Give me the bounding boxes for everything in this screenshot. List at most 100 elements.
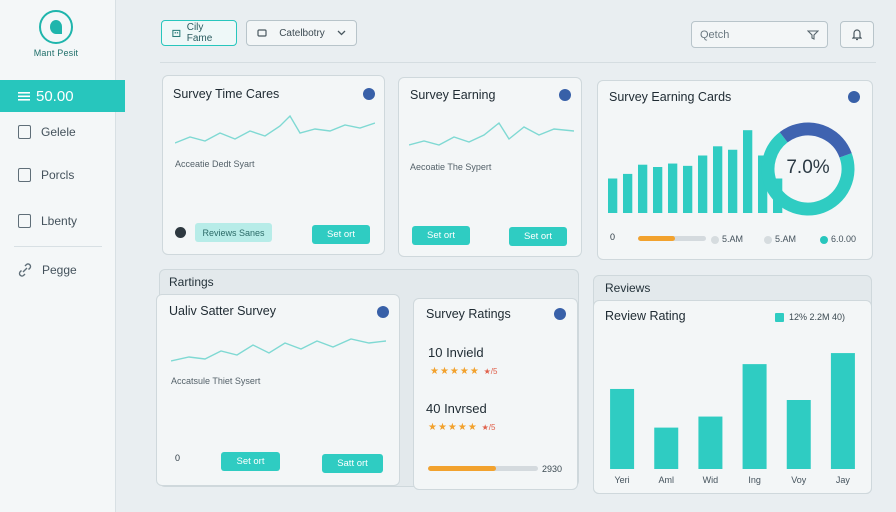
category-label: Catelbotry (279, 27, 325, 39)
card-caption: Acceatie Dedt Syart (175, 159, 255, 169)
chevron-down-icon (337, 30, 346, 36)
set-button[interactable]: Set ort (509, 227, 567, 246)
earning-bar (683, 165, 693, 213)
stars-suffix: ★/5 (483, 367, 498, 376)
set-button[interactable]: Satt ort (322, 454, 383, 473)
category-dropdown[interactable]: Catelbotry (246, 20, 357, 46)
set-button[interactable]: Set ort (221, 452, 280, 471)
sparkline-chart (175, 114, 375, 144)
sidebar-item-label: Pegge (42, 263, 77, 277)
card-title: Survey Earning (410, 88, 496, 102)
earning-donut-chart (761, 122, 855, 216)
sidebar-item-pegge[interactable]: Pegge (18, 263, 77, 277)
card-title: Review Rating (605, 309, 686, 323)
sparkline-chart (171, 338, 386, 362)
review-bar (610, 388, 635, 469)
rating-row-label: 10 Invield (428, 345, 484, 360)
sidebar-item-label: Lbenty (41, 214, 78, 228)
earning-progress (638, 236, 706, 241)
earning-bar (713, 146, 723, 213)
earning-bar (698, 155, 708, 213)
legend-first-value: 0 (610, 232, 616, 242)
legend-label: 6.0.00 (831, 234, 857, 244)
legend-label: 5.AM (722, 234, 744, 244)
menu-lines-icon (18, 92, 30, 101)
rating-row-label: 40 Invrsed (426, 401, 487, 416)
donut-label: 7.0% (786, 157, 830, 178)
review-bar-label: Yeri (614, 475, 629, 485)
sparkline-chart (409, 121, 574, 146)
earning-progress-fill (638, 236, 676, 241)
city-filter-label: Cily Fame (186, 22, 213, 44)
review-bar-chart: Yeri Aml Wid Ing Voy Jay (610, 353, 855, 485)
stars-value: ★★★★★ (430, 366, 480, 377)
clipboard-icon (18, 125, 31, 139)
card-title: Survey Time Cares (173, 87, 280, 101)
earning-bar (653, 167, 663, 213)
review-bar-label: Voy (791, 475, 807, 485)
earning-bar (743, 130, 753, 213)
info-icon[interactable] (377, 306, 389, 318)
logo-name: Mant Pesit (33, 48, 79, 58)
sidebar: Mant Pesit 50.00 Gelele Porcls Lbenty Pe… (0, 0, 125, 512)
survey-ratings-card: Survey Ratings 10 Invield ★★★★★ ★/5 40 I… (413, 298, 578, 490)
earning-bar (728, 149, 738, 213)
header-divider (160, 62, 876, 63)
earning-bar (638, 164, 648, 213)
legend-dot (711, 236, 719, 244)
sidebar-divider (14, 246, 102, 247)
info-icon[interactable] (363, 88, 375, 100)
sidebar-item-lbenty[interactable]: Lbenty (18, 214, 77, 228)
legend-dot (820, 236, 828, 244)
card-title: Ualiv Satter Survey (169, 304, 276, 318)
filter-icon[interactable] (807, 29, 819, 40)
notifications-button[interactable] (840, 21, 874, 48)
review-bar (742, 364, 767, 469)
document-icon (18, 214, 31, 228)
stars-value: ★★★★★ (428, 422, 478, 433)
progress-value: 2930 (542, 464, 563, 474)
reviews-button[interactable]: Reviews Sanes (195, 223, 272, 242)
legend-label: 5.AM (775, 234, 797, 244)
building-icon (172, 29, 181, 38)
sidebar-item-gelele[interactable]: Gelele (18, 125, 76, 139)
balance-value: 50.00 (36, 87, 74, 105)
survey-earning-card: Survey Earning Aecoatie The Sypert Set o… (398, 77, 582, 257)
earning-cards-card: Survey Earning Cards 7.0% 0 5.AM 5.AM 6.… (597, 80, 873, 260)
review-bar (786, 400, 811, 469)
earning-bar (758, 155, 768, 213)
earning-bar (608, 178, 618, 213)
card-caption: Aecoatie The Sypert (410, 162, 492, 172)
stars-suffix: ★/5 (481, 423, 496, 432)
card-title: Survey Ratings (426, 307, 511, 321)
earning-bar (668, 163, 678, 213)
city-filter-button[interactable]: Cily Fame (161, 20, 237, 46)
search-input[interactable]: Qetch (691, 21, 828, 48)
review-bar (698, 416, 723, 469)
set-button[interactable]: Set ort (412, 226, 470, 245)
app-logo[interactable]: Mant Pesit (26, 10, 86, 58)
star-rating: ★★★★★ ★/5 (430, 366, 497, 377)
set-button[interactable]: Set ort (312, 225, 370, 244)
info-icon[interactable] (559, 89, 571, 101)
review-bar (830, 353, 855, 469)
review-rating-card: Review Rating 12% 2.2M 40) Yeri Aml Wid Ing… (593, 300, 872, 494)
review-bar-label: Jay (836, 475, 851, 485)
review-bar-label: Aml (659, 475, 675, 485)
info-icon[interactable] (848, 91, 860, 103)
review-bar-label: Wid (703, 475, 719, 485)
sidebar-balance[interactable]: 50.00 (0, 80, 125, 112)
sidebar-item-porcls[interactable]: Porcls (18, 168, 74, 182)
ratings-progress (428, 466, 538, 471)
help-icon[interactable] (175, 227, 186, 238)
link-icon (18, 263, 32, 277)
sidebar-item-label: Porcls (41, 168, 75, 182)
legend-swatch (775, 313, 784, 322)
legend-text: 12% 2.2M 40) (789, 312, 846, 322)
bell-icon (852, 29, 862, 41)
legend-dot (764, 236, 772, 244)
donut-slice (761, 122, 855, 216)
survey-time-card: Survey Time Cares Acceatie Dedt Syart Re… (162, 75, 385, 255)
edit-icon (18, 168, 31, 182)
info-icon[interactable] (554, 308, 566, 320)
